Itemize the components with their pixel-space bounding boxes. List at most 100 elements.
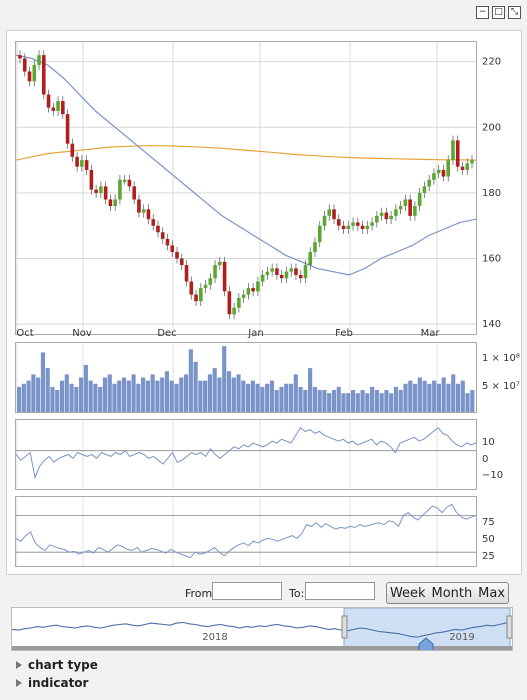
range-controls: From: To: Week Month Max: [0, 582, 527, 604]
indicator-menu[interactable]: indicator: [16, 676, 88, 690]
navigator-right-handle: [506, 615, 513, 639]
candle: [241, 294, 246, 298]
from-date-input[interactable]: [212, 582, 282, 600]
candle: [222, 261, 227, 292]
candle: [179, 258, 184, 266]
volume-bar: [465, 393, 470, 412]
month-button[interactable]: Month: [431, 585, 473, 601]
volume-bar: [260, 386, 265, 412]
minimize-button[interactable]: −: [476, 6, 489, 19]
candle: [256, 281, 260, 292]
candle: [160, 232, 165, 239]
volume-bar: [422, 380, 427, 412]
candle: [56, 101, 60, 111]
candle: [137, 199, 141, 213]
volume-bar: [365, 393, 370, 412]
week-button[interactable]: Week: [389, 585, 426, 601]
volume-bar: [427, 383, 432, 412]
candle: [65, 114, 70, 144]
candle: [398, 206, 403, 210]
candle: [194, 294, 198, 302]
expand-button[interactable]: ⤡: [508, 6, 521, 19]
volume-bar: [269, 380, 275, 412]
long-moving-average-line: [15, 145, 477, 161]
indicator-label: indicator: [28, 676, 89, 690]
volume-bar: [436, 383, 442, 412]
momentum-indicator-line: [15, 426, 477, 480]
volume-bar: [31, 374, 36, 412]
to-date-input[interactable]: [305, 582, 375, 600]
candle: [365, 225, 370, 230]
volume-bar: [255, 383, 260, 412]
candle: [384, 212, 389, 220]
candle: [32, 64, 37, 82]
volume-bar: [303, 390, 308, 412]
candle: [413, 206, 417, 216]
candle: [327, 209, 332, 216]
short-moving-average-line: [15, 54, 477, 276]
navigator-chart[interactable]: 2018 2019: [11, 607, 513, 653]
volume-bar: [226, 371, 232, 412]
candle: [94, 189, 98, 193]
volume-bar: [384, 390, 389, 412]
volume-bar: [284, 383, 289, 412]
candle: [375, 215, 379, 223]
candle: [332, 209, 336, 220]
volume-bar: [45, 368, 50, 412]
volume-bar: [231, 377, 236, 412]
expand-triangle-icon: [16, 661, 22, 669]
volume-bar: [346, 393, 351, 412]
candle: [455, 140, 460, 167]
volume-bar: [126, 380, 131, 412]
range-navigator[interactable]: 2018 2019: [11, 607, 513, 653]
candle: [336, 219, 341, 226]
candle: [465, 163, 470, 170]
indicator-tick-label: 75: [482, 517, 495, 528]
candle: [37, 55, 41, 65]
volume-bar: [222, 346, 227, 412]
candle: [227, 291, 232, 315]
volume-bar: [145, 380, 150, 412]
candle: [203, 284, 208, 289]
volume-chart: [16, 343, 475, 412]
volume-bar: [112, 383, 117, 412]
candle: [275, 268, 279, 275]
volume-bar: [93, 383, 98, 412]
candle: [213, 265, 217, 279]
expand-triangle-icon: [16, 679, 22, 687]
volume-bar: [355, 393, 360, 412]
candle: [308, 251, 313, 266]
volume-bar: [322, 390, 327, 412]
max-button[interactable]: Max: [478, 585, 506, 601]
volume-bar: [446, 383, 451, 412]
candle: [379, 212, 384, 216]
volume-bar: [117, 380, 122, 412]
y-tick-label: 180: [482, 188, 501, 199]
volume-bar: [198, 380, 203, 412]
candle: [341, 225, 346, 230]
volume-bar: [21, 383, 26, 412]
volume-tick-label: 5 × 10⁷: [482, 381, 520, 392]
volume-bar: [83, 364, 88, 412]
volume-bar: [59, 380, 65, 412]
indicator-tick-label: 50: [482, 534, 495, 545]
candle: [99, 186, 103, 193]
price-panel: [15, 41, 477, 335]
indicator-tick-label: 0: [482, 454, 488, 465]
candle: [284, 271, 289, 279]
candle: [175, 251, 179, 259]
candle: [146, 209, 151, 220]
indicator-panel-1: [15, 419, 477, 490]
volume-bar: [398, 390, 403, 412]
volume-bar: [274, 390, 279, 412]
volume-bar: [179, 377, 184, 412]
candle: [360, 225, 365, 230]
volume-bar: [393, 386, 399, 412]
chart-type-menu[interactable]: chart type: [16, 658, 98, 672]
candle: [441, 169, 446, 177]
candle: [189, 281, 194, 295]
volume-bar: [379, 393, 384, 412]
candle: [89, 169, 94, 190]
candle: [298, 274, 303, 279]
restore-button[interactable]: □: [492, 6, 505, 19]
